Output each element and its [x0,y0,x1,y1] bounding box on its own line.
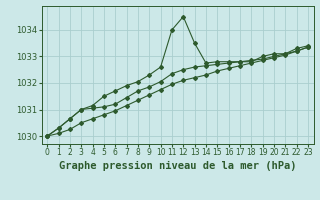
X-axis label: Graphe pression niveau de la mer (hPa): Graphe pression niveau de la mer (hPa) [59,161,296,171]
